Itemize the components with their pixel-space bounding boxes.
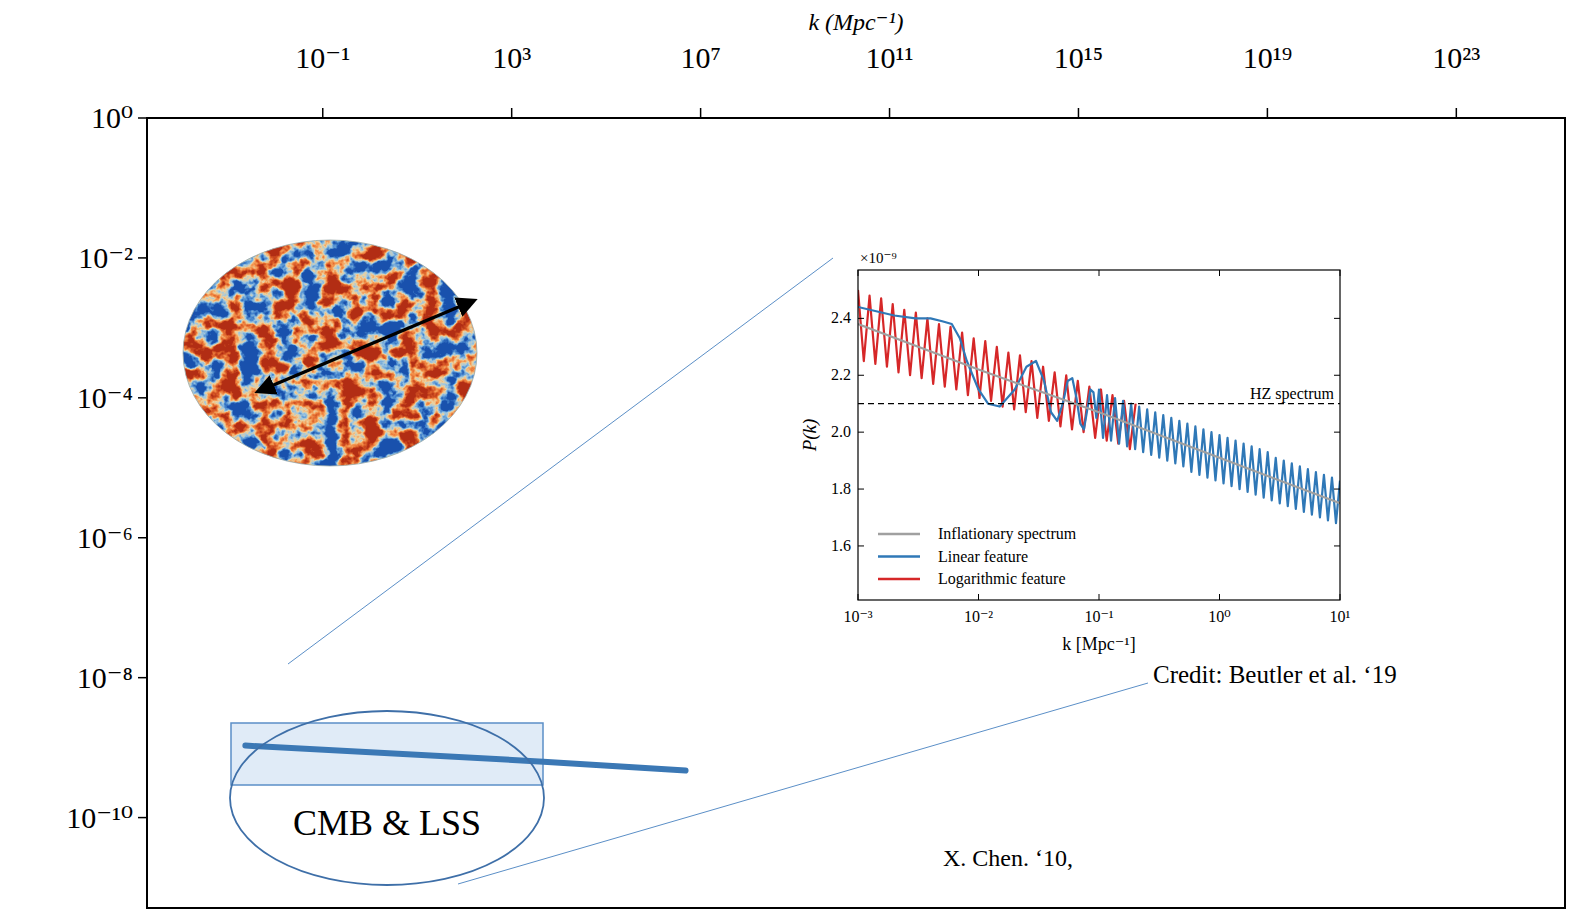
x-tick-label: 10⁷ — [680, 41, 720, 74]
inset-y-tick — [858, 375, 864, 376]
inset-line — [858, 324, 1340, 503]
y-tick — [138, 257, 147, 259]
inset-x-tick — [1340, 270, 1341, 276]
main-series — [245, 746, 685, 771]
x-axis-title: k (Mpc⁻¹) — [808, 9, 903, 35]
legend-label: Linear feature — [938, 548, 1028, 565]
credit-text: Credit: Beutler et al. ‘19 — [1153, 661, 1397, 688]
inset-y-tick-label: 2.4 — [831, 309, 851, 326]
inset-y-tick — [858, 545, 864, 546]
legend-label: Logarithmic feature — [938, 570, 1066, 588]
legend-swatch — [878, 578, 920, 581]
y-tick-label: 10⁻⁶ — [77, 521, 133, 554]
inset-background — [858, 270, 1340, 600]
inset-frame — [858, 270, 1340, 600]
zoom-circle — [230, 711, 544, 885]
inset-x-tick — [1219, 594, 1220, 600]
inset-x-tick-label: 10¹ — [1330, 608, 1351, 625]
y-tick — [138, 677, 147, 679]
x-tick-label: 10¹⁵ — [1054, 41, 1103, 74]
inset-x-tick — [858, 594, 859, 600]
y-tick — [138, 117, 147, 119]
spectrum-line — [245, 746, 685, 771]
y-tick — [138, 537, 147, 539]
inset-series — [858, 290, 1340, 523]
y-tick — [138, 817, 147, 819]
x-tick — [511, 108, 513, 118]
inset-x-tick — [1099, 594, 1100, 600]
zoom-connector — [288, 258, 833, 664]
inset-y-tick — [1334, 545, 1340, 546]
legend-swatch — [878, 555, 920, 558]
inset-x-tick-label: 10⁰ — [1208, 608, 1230, 625]
inset-line — [858, 290, 1136, 449]
y-tick-label: 10⁻⁴ — [77, 381, 133, 414]
inset-y-tick-label: 2.0 — [831, 423, 851, 440]
cmb-outline — [183, 240, 477, 466]
scale-arrow — [264, 303, 468, 389]
x-tick — [322, 108, 324, 118]
page: {"chart_data": [ {"type": "line", "xlabe… — [0, 0, 1574, 916]
cmb-lss-label: CMB & LSS — [293, 803, 481, 843]
inset-x-tick — [978, 594, 979, 600]
y-tick — [138, 397, 147, 399]
x-tick-label: 10²³ — [1432, 41, 1480, 74]
x-tick — [1267, 108, 1269, 118]
x-tick-label: 10⁻¹ — [295, 41, 350, 74]
inset-y-tick — [858, 489, 864, 490]
inset-y-tick — [1334, 432, 1340, 433]
legend-swatch — [878, 533, 920, 536]
x-tick-label: 10³ — [492, 41, 531, 74]
inset-x-tick-label: 10⁻³ — [843, 608, 872, 625]
y-tick-label: 10⁻⁸ — [77, 661, 133, 694]
credit-text: X. Chen. ‘10, — [943, 845, 1073, 871]
x-tick — [1456, 108, 1458, 118]
inset-y-tick-label: 1.8 — [831, 480, 851, 497]
inset-y-tick-label: 2.2 — [831, 366, 851, 383]
inset-y-tick — [858, 318, 864, 319]
inset-y-tick — [858, 432, 864, 433]
plot-frame — [147, 118, 1565, 908]
inset-x-tick — [978, 270, 979, 276]
x-tick — [889, 108, 891, 118]
inset-x-tick — [858, 270, 859, 276]
x-tick — [700, 108, 702, 118]
inset-y-tick — [1334, 318, 1340, 319]
x-tick-label: 10¹⁹ — [1243, 41, 1292, 74]
inset-line — [858, 307, 1340, 523]
inset-x-tick-label: 10⁻² — [964, 608, 993, 625]
inset-y-tick-label: 1.6 — [831, 537, 851, 554]
x-tick — [1078, 108, 1080, 118]
inset-x-tick-label: 10⁻¹ — [1084, 608, 1113, 625]
zoom-connector — [458, 683, 1148, 884]
inset-x-tick — [1219, 270, 1220, 276]
hz-label: HZ spectrum — [1250, 385, 1335, 403]
cmb-texture — [183, 240, 477, 466]
figure: 10⁻¹ 10³ 10⁷ 10¹¹ 10¹⁵ 10¹⁹ 10²³ k (Mpc⁻¹) 10⁰ 10… — [0, 0, 1574, 916]
inset-legend: Inflationary spectrum Linear feature Logar… — [878, 525, 1077, 588]
y-tick-label: 10⁻¹⁰ — [66, 801, 133, 834]
y-tick-label: 10⁰ — [91, 101, 133, 134]
inset-y-tick — [1334, 489, 1340, 490]
cmb-map — [183, 240, 477, 466]
x-tick-label: 10¹¹ — [866, 41, 914, 74]
inset-x-tick — [1099, 270, 1100, 276]
legend-label: Inflationary spectrum — [938, 525, 1077, 543]
inset-line — [858, 403, 1340, 404]
inset-y-tick — [1334, 375, 1340, 376]
inset-x-tick — [1340, 594, 1341, 600]
y-tick-label: 10⁻² — [78, 241, 133, 274]
inset-y-title: P(k) — [799, 419, 821, 453]
inset-multiplier: ×10⁻⁹ — [860, 250, 897, 266]
inset-x-title: k [Mpc⁻¹] — [1062, 634, 1135, 654]
